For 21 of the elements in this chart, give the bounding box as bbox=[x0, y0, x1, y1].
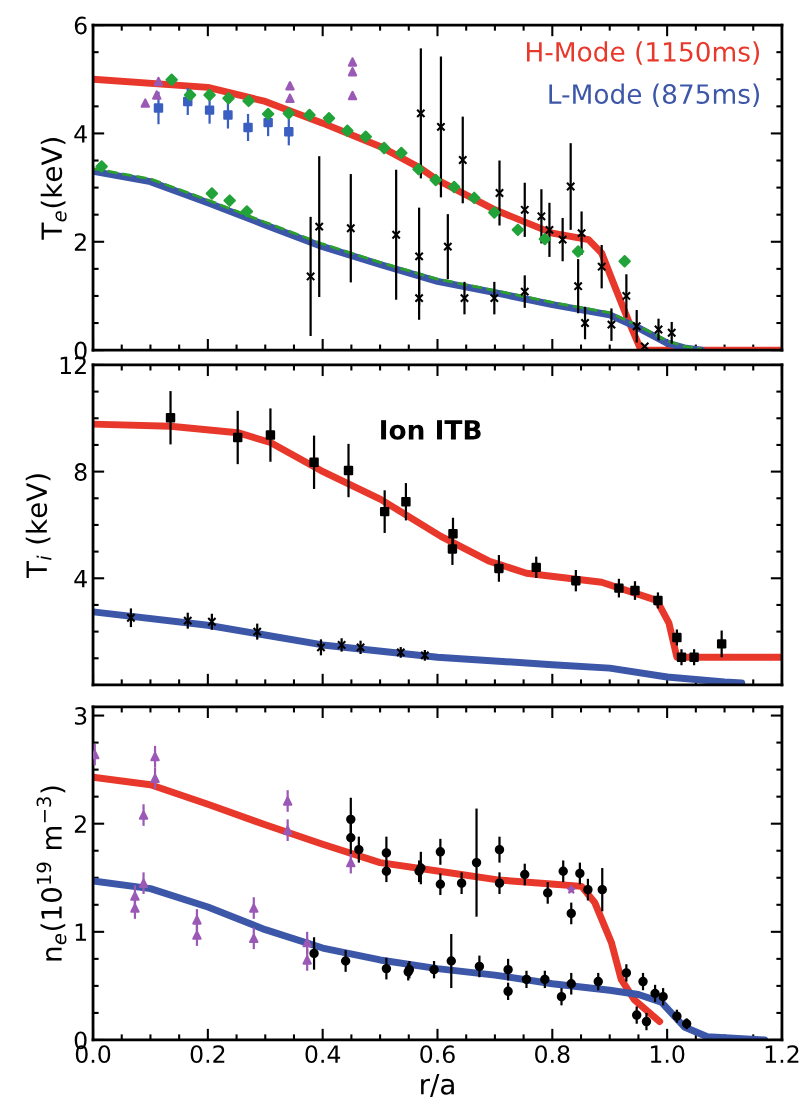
y-tick-label: 2 bbox=[74, 815, 86, 833]
y-tick-label: 4 bbox=[74, 125, 87, 143]
y-tick-label: 3 bbox=[74, 707, 87, 725]
x-tick-label: 0.6 bbox=[420, 1045, 455, 1064]
x-tick-label: 0.2 bbox=[190, 1045, 225, 1064]
y-tick-label: 4 bbox=[74, 570, 87, 588]
annotation: Ion ITB bbox=[381, 420, 481, 440]
x-axis-title: r/a bbox=[421, 1074, 454, 1097]
x-tick-label: 1.0 bbox=[650, 1045, 685, 1064]
y-axis-title: n$_{e}$(10$^{19}$ m$^{−3}$) bbox=[36, 786, 67, 961]
y-tick-label: 8 bbox=[74, 463, 87, 481]
y-axis-title: T$_{e}$(keV) bbox=[40, 138, 67, 240]
y-axis-title: T$_{i}$ (keV) bbox=[25, 474, 52, 579]
x-tick-label: 0.8 bbox=[535, 1045, 570, 1064]
x-tick-label: 0.4 bbox=[305, 1045, 341, 1064]
y-tick-label: 1 bbox=[75, 923, 86, 941]
text: H-Mode (1150ms) bbox=[527, 41, 760, 65]
y-tick-label: 6 bbox=[74, 16, 87, 35]
text: L-Mode (875ms) bbox=[549, 83, 760, 108]
x-tick-label: 1.2 bbox=[765, 1045, 799, 1063]
y-tick-label: 2 bbox=[74, 233, 86, 251]
